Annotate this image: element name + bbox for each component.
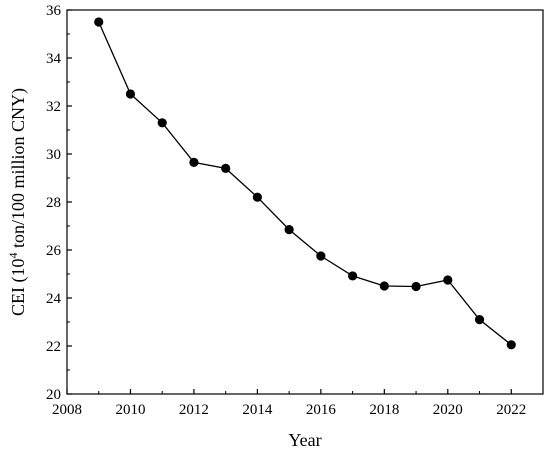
y-tick-label: 22 — [46, 339, 61, 355]
x-tick-label: 2012 — [179, 402, 209, 418]
data-point — [411, 281, 421, 292]
data-point — [157, 118, 167, 128]
x-tick-label: 2020 — [433, 402, 463, 418]
data-point — [221, 163, 231, 173]
data-point — [316, 251, 326, 261]
x-tick-label: 2008 — [52, 402, 82, 418]
y-tick-label: 26 — [46, 243, 62, 259]
y-axis-title: CEI (104 ton/100 million CNY) — [6, 88, 29, 316]
y-axis-title-suffix: ton/100 million CNY) — [8, 88, 29, 253]
y-axis-title-prefix: CEI (10 — [8, 259, 29, 317]
x-tick-label: 2022 — [496, 402, 526, 418]
x-tick-label: 2010 — [115, 402, 145, 418]
data-point — [125, 89, 136, 99]
data-point — [94, 17, 104, 27]
data-point — [443, 275, 453, 285]
plot-frame — [66, 9, 544, 395]
data-point — [189, 157, 199, 167]
y-tick-label: 34 — [46, 51, 62, 67]
series-line — [98, 21, 512, 346]
data-point — [506, 340, 516, 350]
y-tick-label: 32 — [46, 99, 61, 115]
data-series — [94, 17, 516, 350]
x-tick-label: 2014 — [242, 402, 273, 418]
y-tick-label: 28 — [46, 195, 61, 211]
y-tick-label: 24 — [46, 291, 62, 307]
x-tick-label: 2016 — [306, 402, 337, 418]
y-tick-label: 20 — [46, 387, 61, 403]
y-axis-title-sup: 4 — [6, 253, 20, 259]
x-tick-label: 2018 — [369, 402, 399, 418]
data-point — [474, 315, 485, 325]
data-point — [348, 271, 358, 281]
data-point — [252, 192, 262, 202]
data-point — [379, 281, 389, 291]
axis-ticks: 2008 2010 2012 2014 2016 2018 2020 202220222426… — [46, 3, 526, 418]
x-axis-title: Year — [288, 430, 321, 450]
data-point — [284, 225, 294, 235]
y-tick-label: 30 — [46, 147, 61, 163]
y-tick-label: 36 — [46, 3, 62, 19]
